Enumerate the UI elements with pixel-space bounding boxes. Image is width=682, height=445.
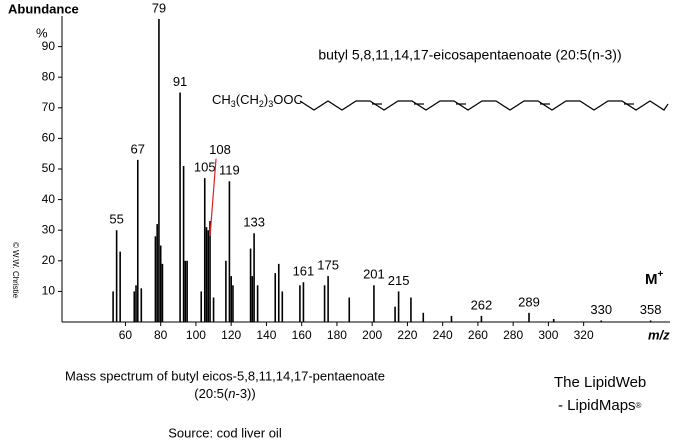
y-tick-label: 10 xyxy=(42,284,56,298)
copyright: © W.W. Christie xyxy=(11,242,20,299)
peak-label: 161 xyxy=(293,264,315,279)
y-tick-label: 80 xyxy=(42,69,56,83)
y-tick-label: 50 xyxy=(42,161,56,175)
peak-label: 108 xyxy=(209,142,231,157)
x-tick-label: 260 xyxy=(468,328,488,342)
caption-line: Mass spectrum of butyl eicos-5,8,11,14,1… xyxy=(65,368,385,383)
peak-label: 262 xyxy=(471,297,493,312)
x-tick-label: 220 xyxy=(397,328,417,342)
y-tick-label: 70 xyxy=(42,100,56,114)
x-axis-label: m/z xyxy=(648,327,670,342)
chain xyxy=(299,100,669,111)
peak-label: 55 xyxy=(109,212,123,227)
x-tick-label: 180 xyxy=(327,328,347,342)
m-label: M xyxy=(645,271,658,288)
caption-part: -3)) xyxy=(235,386,255,401)
peak-label: 119 xyxy=(219,163,240,178)
x-tick-label: 160 xyxy=(292,328,312,342)
brand: - LipidMaps® xyxy=(558,397,642,414)
peak-label: 175 xyxy=(317,258,339,273)
x-tick-label: 320 xyxy=(574,328,594,342)
brand: The LipidWeb xyxy=(554,374,646,391)
molecular-ion: M+ xyxy=(645,269,664,288)
peak-label: 105 xyxy=(194,160,216,175)
structure-part: 2 xyxy=(259,99,264,109)
y-axis-label: Abundance xyxy=(8,1,79,16)
x-tick-label: 300 xyxy=(538,328,558,342)
peak-label: 67 xyxy=(131,141,145,156)
caption-line: (20:5(n-3)) xyxy=(194,386,255,401)
x-tick-label: 280 xyxy=(503,328,523,342)
peak-label: 330 xyxy=(590,302,612,317)
x-tick-label: 140 xyxy=(256,328,276,342)
peak-label: 289 xyxy=(518,294,540,309)
x-tick-label: 240 xyxy=(433,328,453,342)
y-tick-label: 60 xyxy=(42,131,56,145)
m-sup: + xyxy=(658,269,664,280)
brand-part: ® xyxy=(636,401,642,410)
caption-part: n xyxy=(228,386,235,401)
x-tick-label: 80 xyxy=(154,328,168,342)
x-tick-label: 120 xyxy=(221,328,241,342)
brand-part: - LipidMaps xyxy=(558,397,636,414)
structure-part: 3 xyxy=(268,99,273,109)
chart-title: butyl 5,8,11,14,17-eicosapentaenoate (20… xyxy=(318,47,621,63)
x-tick-label: 100 xyxy=(186,328,206,342)
y-tick-label: 40 xyxy=(42,192,56,206)
peak-label: 215 xyxy=(388,273,410,288)
x-tick-label: 200 xyxy=(362,328,382,342)
peak-label: 91 xyxy=(173,74,187,89)
caption-part: (20:5( xyxy=(194,386,229,401)
y-tick-label: 20 xyxy=(42,253,56,267)
peak-label: 201 xyxy=(363,267,385,282)
structure-part: CH xyxy=(212,92,231,107)
structure-part: 3 xyxy=(231,99,236,109)
x-tick-label: 60 xyxy=(119,328,133,342)
y-axis-unit: % xyxy=(36,25,48,40)
callout xyxy=(209,158,217,237)
peak-label: 79 xyxy=(152,0,166,15)
peak-label: 358 xyxy=(640,302,662,317)
y-tick-label: 30 xyxy=(42,222,56,236)
caption-source: Source: cod liver oil xyxy=(168,425,282,440)
structure: CH3(CH2)3OOC xyxy=(212,92,303,109)
y-tick-label: 90 xyxy=(42,39,56,53)
structure-part: (CH xyxy=(236,92,259,107)
structure-part: OOC xyxy=(273,92,303,107)
chain-line xyxy=(299,100,669,111)
peak-label: 133 xyxy=(243,215,265,230)
structure-part: ) xyxy=(264,92,268,107)
